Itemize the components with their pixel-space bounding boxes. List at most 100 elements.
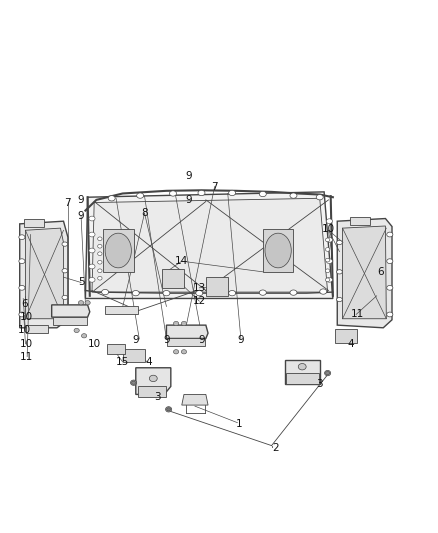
Ellipse shape [387, 286, 393, 290]
Ellipse shape [326, 259, 332, 264]
Polygon shape [206, 277, 228, 296]
Polygon shape [337, 219, 392, 328]
Text: 11: 11 [350, 310, 364, 319]
Ellipse shape [74, 328, 79, 333]
Text: 10: 10 [20, 312, 33, 322]
Text: 2: 2 [272, 443, 279, 453]
Polygon shape [53, 317, 87, 325]
Polygon shape [24, 219, 44, 227]
Text: 13: 13 [193, 283, 206, 293]
Ellipse shape [131, 380, 137, 385]
Polygon shape [343, 226, 386, 319]
Polygon shape [136, 368, 171, 394]
Ellipse shape [89, 277, 95, 282]
Ellipse shape [131, 381, 136, 384]
Polygon shape [26, 325, 48, 333]
Ellipse shape [325, 238, 330, 242]
Polygon shape [105, 306, 138, 314]
Polygon shape [166, 325, 208, 338]
Ellipse shape [166, 408, 170, 411]
Ellipse shape [81, 334, 87, 338]
Ellipse shape [62, 295, 67, 300]
Polygon shape [103, 229, 134, 272]
Ellipse shape [198, 190, 205, 196]
Text: 8: 8 [141, 208, 148, 218]
Ellipse shape [98, 276, 102, 280]
Text: 5: 5 [78, 278, 85, 287]
Ellipse shape [325, 258, 330, 262]
Text: 15: 15 [116, 358, 129, 367]
Ellipse shape [387, 259, 393, 264]
Ellipse shape [326, 277, 332, 282]
Polygon shape [286, 373, 319, 384]
Polygon shape [123, 349, 145, 362]
Polygon shape [350, 217, 370, 225]
Text: 9: 9 [237, 335, 244, 345]
Text: 9: 9 [78, 211, 85, 221]
Ellipse shape [89, 232, 95, 237]
Text: 9: 9 [132, 335, 139, 345]
Ellipse shape [320, 289, 327, 294]
Text: 1: 1 [235, 419, 242, 429]
Ellipse shape [98, 244, 102, 248]
Ellipse shape [265, 233, 291, 268]
Ellipse shape [181, 350, 187, 354]
Ellipse shape [290, 290, 297, 295]
Ellipse shape [98, 237, 102, 241]
Ellipse shape [89, 264, 95, 269]
Ellipse shape [387, 312, 393, 317]
Ellipse shape [325, 278, 330, 281]
Ellipse shape [326, 372, 330, 375]
Ellipse shape [387, 232, 393, 237]
Ellipse shape [336, 270, 343, 274]
Text: 10: 10 [88, 339, 101, 349]
Ellipse shape [98, 252, 102, 255]
Ellipse shape [19, 312, 25, 317]
Polygon shape [107, 344, 125, 354]
Polygon shape [92, 198, 328, 292]
Text: 6: 6 [21, 299, 28, 309]
Ellipse shape [166, 407, 172, 412]
Ellipse shape [298, 364, 306, 370]
Polygon shape [182, 394, 208, 405]
Text: 7: 7 [64, 198, 71, 207]
Ellipse shape [89, 248, 95, 253]
Ellipse shape [78, 301, 84, 305]
Ellipse shape [19, 235, 25, 240]
Ellipse shape [98, 260, 102, 264]
Polygon shape [167, 338, 205, 346]
Ellipse shape [173, 321, 179, 326]
Text: 9: 9 [185, 195, 192, 205]
Ellipse shape [108, 196, 115, 201]
Ellipse shape [181, 321, 187, 326]
Polygon shape [162, 269, 184, 288]
Ellipse shape [290, 193, 297, 198]
Ellipse shape [173, 350, 179, 354]
Ellipse shape [196, 290, 203, 296]
Ellipse shape [325, 370, 331, 376]
Ellipse shape [89, 216, 95, 221]
Ellipse shape [98, 269, 102, 273]
Polygon shape [52, 305, 90, 317]
Text: 9: 9 [185, 171, 192, 181]
Text: 10: 10 [322, 224, 335, 234]
Polygon shape [20, 221, 68, 328]
Ellipse shape [325, 269, 330, 273]
Text: 7: 7 [211, 182, 218, 191]
Ellipse shape [62, 269, 67, 273]
Text: 4: 4 [347, 339, 354, 349]
Text: 14: 14 [175, 256, 188, 266]
Ellipse shape [102, 289, 109, 295]
Text: 6: 6 [378, 267, 385, 277]
Text: 9: 9 [78, 195, 85, 205]
Ellipse shape [316, 195, 323, 200]
Text: 10: 10 [20, 339, 33, 349]
Ellipse shape [259, 191, 266, 197]
Ellipse shape [137, 193, 144, 198]
Polygon shape [85, 192, 333, 298]
Polygon shape [25, 228, 64, 319]
Ellipse shape [326, 238, 332, 242]
Polygon shape [335, 329, 357, 343]
Ellipse shape [19, 286, 25, 290]
Text: 3: 3 [316, 379, 323, 389]
